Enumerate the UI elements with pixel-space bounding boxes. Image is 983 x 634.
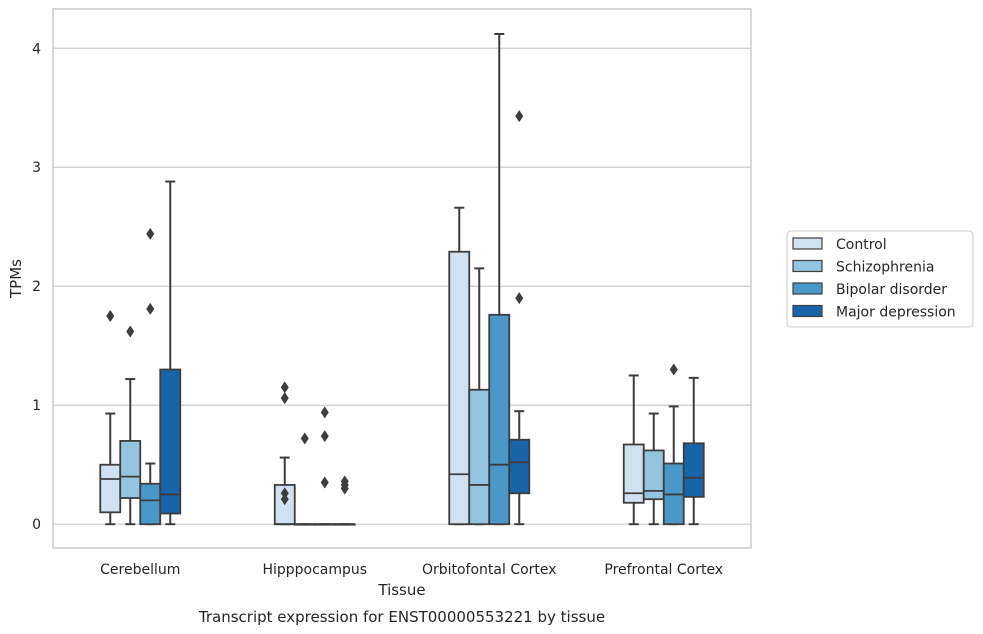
outlier-point <box>300 432 309 445</box>
box-body <box>682 442 705 498</box>
series-major-depression <box>159 110 705 526</box>
box <box>313 406 336 526</box>
y-tick-label: 4 <box>32 41 41 57</box>
outlier-point <box>280 493 289 506</box>
box <box>99 309 122 526</box>
box <box>119 325 142 526</box>
outlier-point <box>146 227 155 240</box>
box <box>468 267 491 526</box>
box-series <box>99 32 705 526</box>
outlier-point <box>126 325 135 338</box>
outlier-point <box>146 302 155 315</box>
box <box>448 206 471 526</box>
legend-label: Control <box>836 237 887 253</box>
legend-label: Bipolar disorder <box>836 282 947 298</box>
outlier-point <box>669 363 678 376</box>
x-axis-ticks: Cerebellum Hipppocampus Orbitofontal Corte… <box>100 562 723 578</box>
outlier-point <box>515 292 524 305</box>
series-control <box>99 206 645 526</box>
box <box>159 180 182 526</box>
legend-swatch <box>792 282 823 295</box>
outlier-point <box>106 309 115 322</box>
legend-swatch <box>792 259 823 273</box>
series-schizophrenia <box>119 267 665 526</box>
box <box>508 110 531 526</box>
y-axis-ticks: 0 1 2 3 4 <box>32 41 41 533</box>
box-body <box>488 313 511 526</box>
legend-label: Schizophrenia <box>836 260 934 276</box>
outlier-point <box>320 406 329 419</box>
legend-swatch <box>792 304 823 318</box>
box <box>333 475 356 526</box>
outlier-point <box>280 381 289 394</box>
chart-caption: Transcript expression for ENST0000055322… <box>198 608 605 626</box>
box <box>642 412 665 526</box>
series-bipolar-disorder <box>139 32 685 526</box>
outlier-point <box>515 110 524 123</box>
box <box>139 227 162 526</box>
x-tick-label: Hipppocampus <box>262 562 367 578</box>
legend-frame <box>786 230 974 328</box>
legend: Control Schizophrenia Bipolar disorder Majo… <box>786 230 974 328</box>
box-body <box>139 482 162 526</box>
box-body <box>159 368 182 515</box>
y-axis-title: TPMs <box>7 259 25 299</box>
y-tick-label: 3 <box>32 160 41 176</box>
legend-swatch <box>792 237 823 250</box>
x-tick-label: Orbitofontal Cortex <box>422 562 557 578</box>
x-axis-title: Tissue <box>377 581 425 599</box>
box-body <box>448 250 471 526</box>
box-body <box>99 463 122 514</box>
y-tick-label: 0 <box>32 517 41 533</box>
legend-item: Control <box>792 237 887 253</box>
y-tick-label: 2 <box>32 279 41 295</box>
outlier-point <box>340 482 349 495</box>
plot-area: 0 1 2 3 4 Cerebellum Hipppocampus Orbitofontal… <box>32 8 752 578</box>
outlier-point <box>320 430 329 443</box>
x-tick-label: Cerebellum <box>100 562 180 578</box>
legend-label: Major depression <box>836 305 956 321</box>
legend-item: Schizophrenia <box>792 259 934 276</box>
box <box>273 381 296 526</box>
box-body <box>119 440 142 499</box>
outlier-point <box>280 392 289 405</box>
legend-item: Bipolar disorder <box>792 282 947 298</box>
box-body <box>642 449 665 501</box>
legend-item: Major depression <box>792 304 956 321</box>
box <box>488 32 511 526</box>
box-body <box>508 438 531 495</box>
x-tick-label: Prefrontal Cortex <box>604 562 723 578</box>
box <box>682 376 705 526</box>
y-tick-label: 1 <box>32 398 41 414</box>
outlier-point <box>320 476 329 489</box>
box-body <box>468 388 491 526</box>
